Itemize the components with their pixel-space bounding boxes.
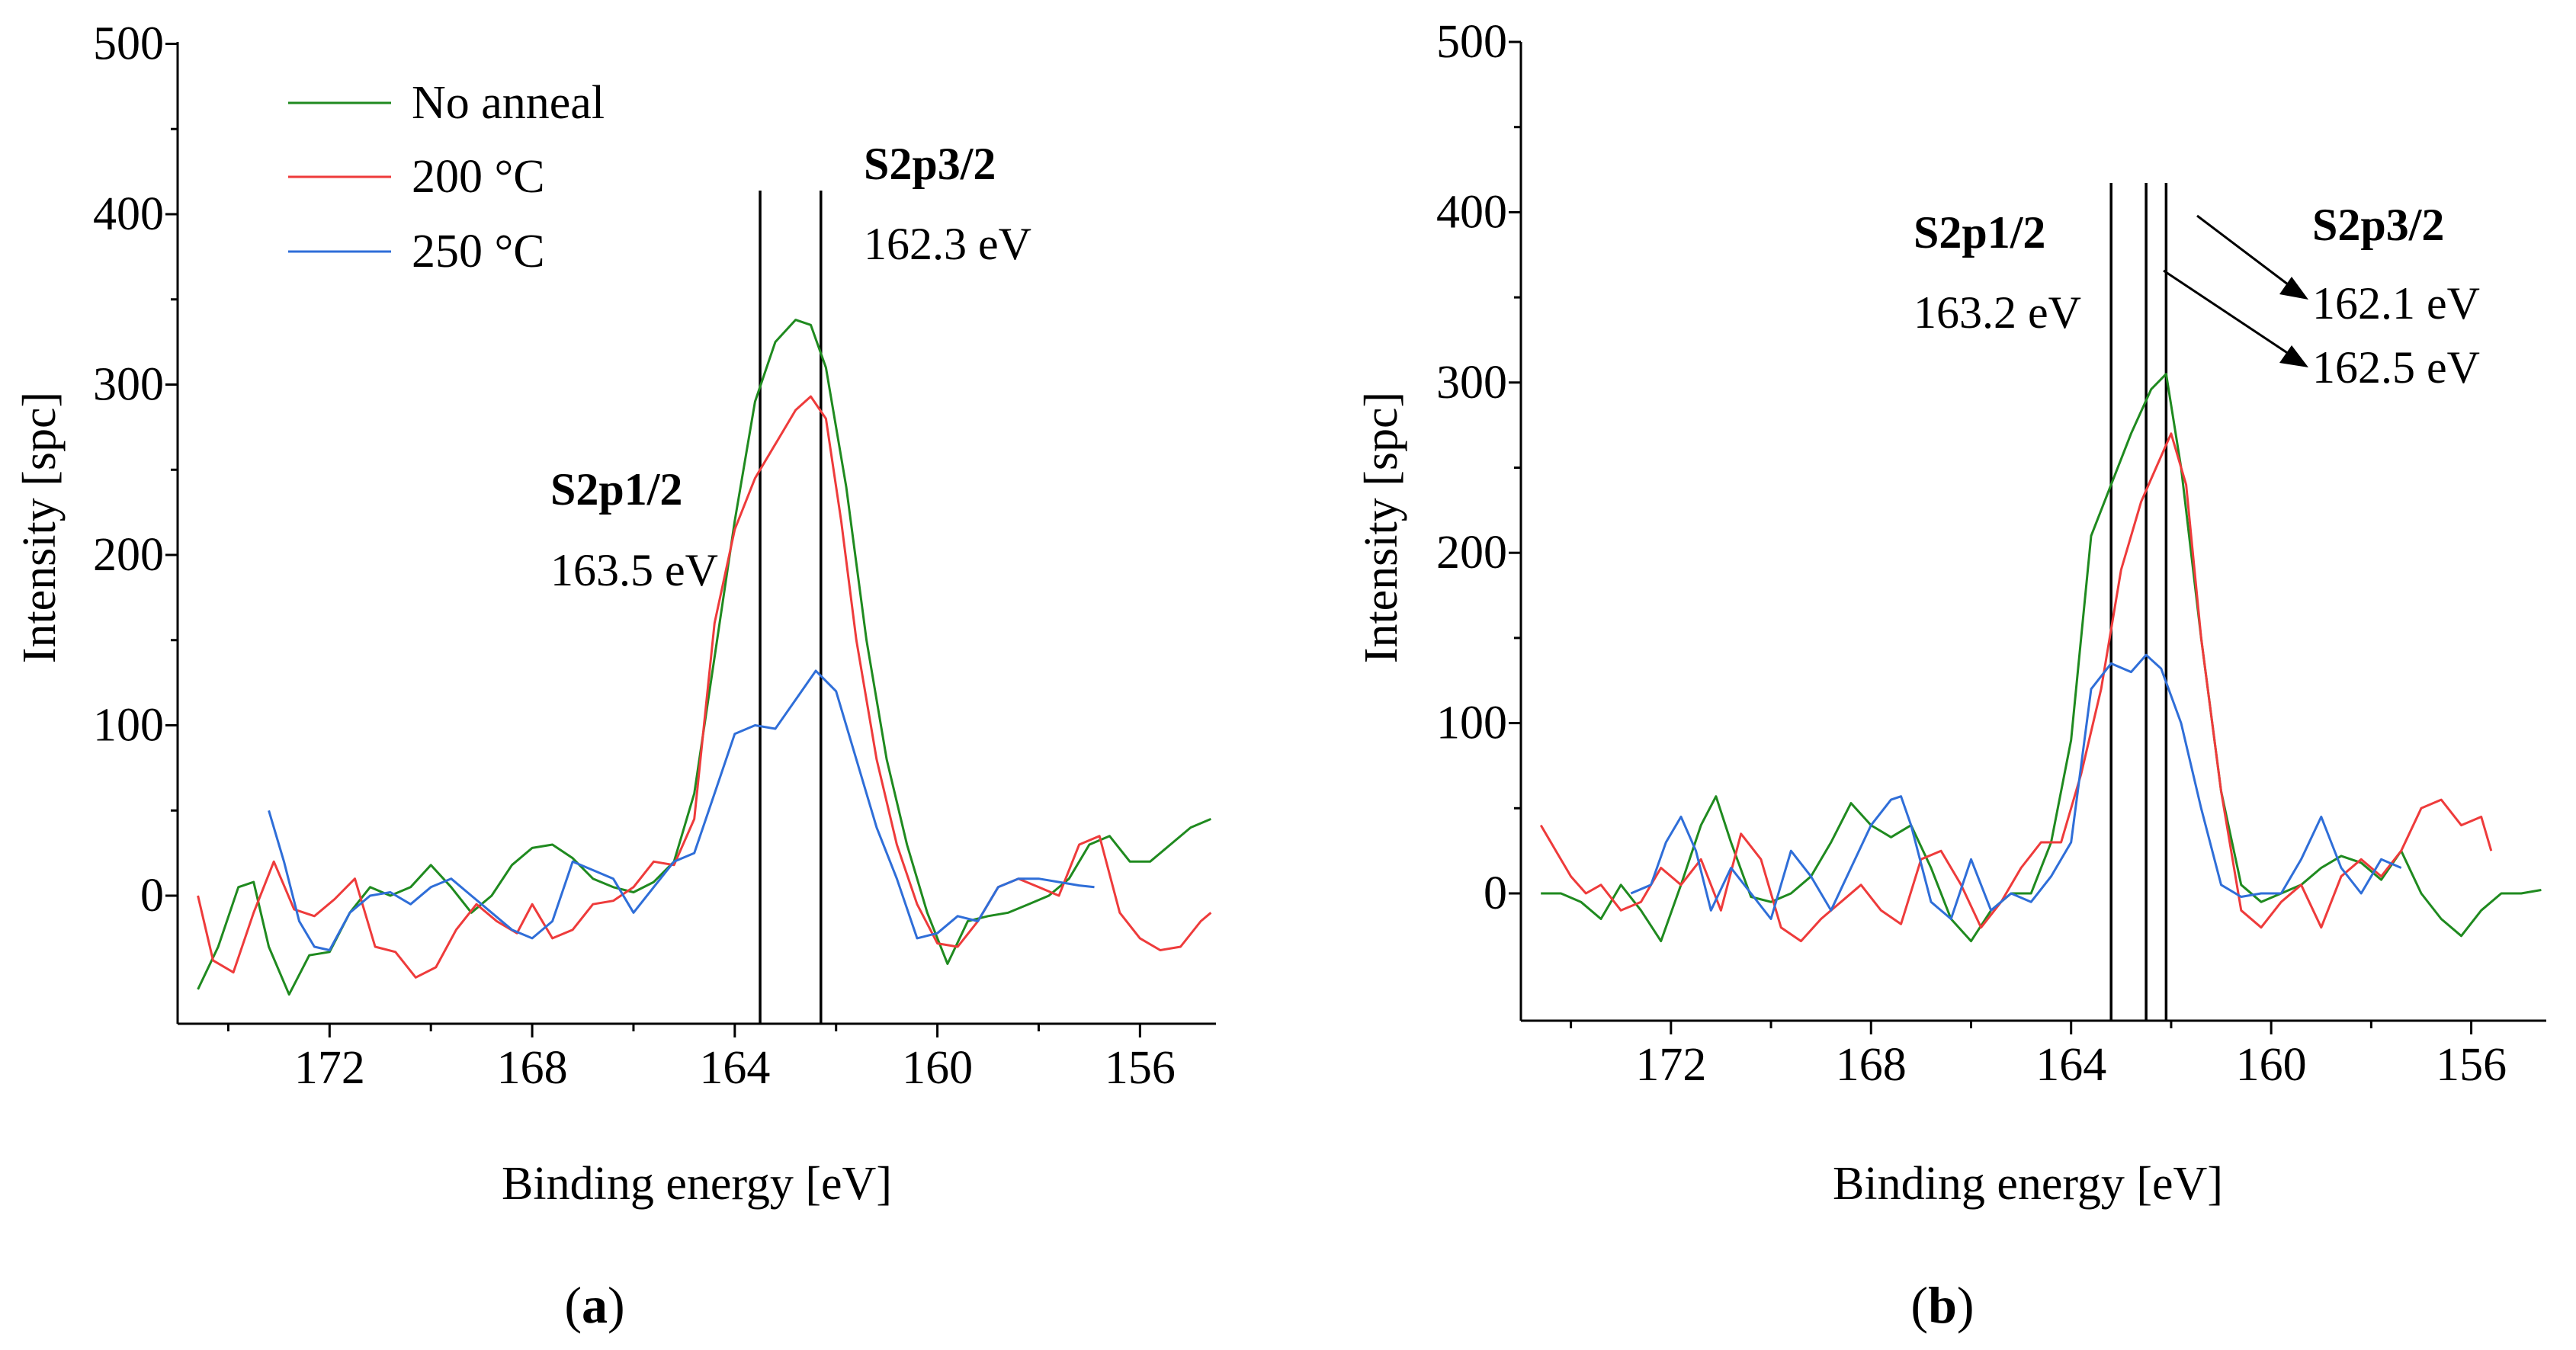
series-lines bbox=[197, 319, 1212, 996]
tick-marks bbox=[1509, 40, 2473, 1034]
x-tick-label: 168 bbox=[497, 1042, 568, 1094]
x-tick-labels: 172 168 164 160 156 bbox=[294, 1042, 1176, 1094]
panel-label-b: (b) bbox=[1910, 1276, 1974, 1334]
x-tick-label: 156 bbox=[1105, 1042, 1176, 1094]
y-tick-labels: 0 100 200 300 400 500 bbox=[93, 18, 164, 922]
arrow-line-162-5 bbox=[2163, 269, 2292, 357]
arrow-head-162-1 bbox=[2279, 277, 2308, 300]
y-axis-title: Intensity [spc] bbox=[1355, 392, 1407, 663]
x-tick-label: 172 bbox=[294, 1042, 365, 1094]
legend-label-250c: 250 °C bbox=[412, 226, 545, 277]
y-tick-label: 500 bbox=[1436, 16, 1507, 68]
series-line-200-c bbox=[197, 395, 1212, 979]
chart-panel-a: Intensity [spc] Binding energy [eV] 0 100… bbox=[14, 18, 1216, 1334]
series-line-250-c bbox=[268, 669, 1095, 951]
y-tick-labels: 0 100 200 300 400 500 bbox=[1436, 16, 1507, 919]
y-tick-label: 0 bbox=[140, 870, 164, 922]
y-tick-label: 100 bbox=[93, 700, 164, 752]
y-tick-label: 200 bbox=[1436, 527, 1507, 579]
y-tick-label: 400 bbox=[93, 188, 164, 240]
x-tick-label: 160 bbox=[902, 1042, 973, 1094]
x-tick-label: 168 bbox=[1836, 1039, 1907, 1091]
legend-label-no-anneal: No anneal bbox=[412, 77, 605, 129]
x-axis-title: Binding energy [eV] bbox=[502, 1158, 892, 1210]
y-tick-label: 400 bbox=[1436, 186, 1507, 238]
arrow-head-162-5 bbox=[2279, 345, 2308, 367]
tick-marks bbox=[165, 43, 1141, 1037]
annotation-s2p12-label: S2p1/2 bbox=[550, 464, 682, 515]
y-tick-label: 0 bbox=[1484, 867, 1507, 919]
annotation-s2p32-label: S2p3/2 bbox=[864, 139, 996, 189]
annotation-s2p12-value: 163.5 eV bbox=[550, 545, 718, 595]
annotation-s2p32-value: 162.3 eV bbox=[864, 219, 1031, 269]
x-axis-title: Binding energy [eV] bbox=[1833, 1158, 2223, 1210]
annotation-162-5-value: 162.5 eV bbox=[2312, 342, 2480, 393]
reference-lines bbox=[2109, 183, 2168, 1021]
legend-label-200c: 200 °C bbox=[412, 151, 545, 203]
y-axis-title: Intensity [spc] bbox=[14, 392, 66, 663]
x-tick-label: 164 bbox=[699, 1042, 770, 1094]
chart-panel-b: Intensity [spc] Binding energy [eV] 0 100… bbox=[1355, 16, 2546, 1334]
x-tick-label: 172 bbox=[1635, 1039, 1706, 1091]
annotation-162-1-value: 162.1 eV bbox=[2312, 278, 2480, 329]
x-tick-label: 160 bbox=[2236, 1039, 2307, 1091]
panel-label-a: (a) bbox=[564, 1276, 624, 1334]
series-line-200-c bbox=[1539, 432, 2493, 943]
x-tick-labels: 172 168 164 160 156 bbox=[1635, 1039, 2507, 1091]
annotation-arrows bbox=[2163, 214, 2308, 367]
x-tick-label: 164 bbox=[2035, 1039, 2106, 1091]
y-tick-label: 300 bbox=[93, 359, 164, 411]
arrow-line-162-1 bbox=[2196, 214, 2292, 288]
legend: No anneal 200 °C 250 °C bbox=[288, 77, 605, 277]
reference-lines bbox=[759, 191, 823, 1024]
series-line-no-anneal bbox=[1541, 373, 2542, 943]
annotation-s2p12-label: S2p1/2 bbox=[1914, 207, 2045, 258]
series-lines bbox=[1539, 373, 2542, 943]
y-tick-label: 200 bbox=[93, 529, 164, 581]
y-tick-label: 100 bbox=[1436, 697, 1507, 749]
x-tick-label: 156 bbox=[2436, 1039, 2507, 1091]
y-tick-label: 500 bbox=[93, 18, 164, 70]
annotation-s2p12-value: 163.2 eV bbox=[1914, 287, 2081, 338]
series-line-250-c bbox=[1630, 653, 2402, 920]
annotation-s2p32-label: S2p3/2 bbox=[2312, 200, 2444, 250]
y-tick-label: 300 bbox=[1436, 357, 1507, 409]
